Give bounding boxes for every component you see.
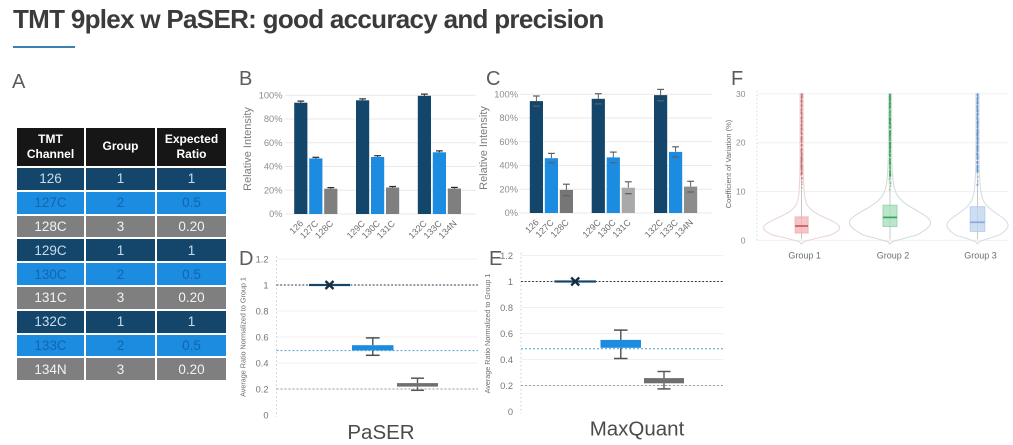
svg-text:0.4: 0.4 [256, 358, 269, 368]
svg-text:0%: 0% [269, 209, 282, 219]
svg-text:0: 0 [263, 410, 268, 420]
svg-text:Group 2: Group 2 [877, 251, 910, 261]
svg-text:Average Ratio Normalized to Gr: Average Ratio Normalized to Group 1 [483, 274, 492, 394]
svg-text:131C: 131C [375, 218, 398, 241]
svg-text:40%: 40% [264, 162, 283, 172]
svg-text:Average Ratio Normalized to Gr: Average Ratio Normalized to Group 1 [239, 277, 248, 397]
svg-text:PaSER: PaSER [347, 421, 414, 444]
svg-text:1: 1 [508, 277, 513, 287]
svg-text:20: 20 [736, 138, 746, 148]
svg-text:0: 0 [741, 235, 746, 245]
svg-text:0.8: 0.8 [256, 306, 269, 316]
svg-text:Coefficient of Variation (%): Coefficient of Variation (%) [724, 119, 733, 208]
svg-text:128C: 128C [549, 217, 572, 240]
svg-text:1.2: 1.2 [256, 254, 269, 264]
svg-text:60%: 60% [499, 137, 518, 147]
svg-text:0.6: 0.6 [500, 329, 513, 339]
svg-text:1: 1 [263, 280, 268, 290]
svg-text:Group 1: Group 1 [788, 251, 821, 261]
svg-text:0%: 0% [505, 208, 518, 218]
svg-text:80%: 80% [499, 113, 518, 123]
svg-text:1.2: 1.2 [500, 251, 513, 261]
svg-text:60%: 60% [264, 138, 283, 148]
svg-text:Group 3: Group 3 [964, 251, 997, 261]
svg-text:131C: 131C [610, 217, 633, 240]
svg-text:0.8: 0.8 [500, 303, 513, 313]
svg-text:20%: 20% [264, 186, 283, 196]
svg-text:Relative Intensity: Relative Intensity [478, 106, 490, 190]
svg-text:0.4: 0.4 [500, 355, 513, 365]
svg-text:0.2: 0.2 [256, 384, 269, 394]
svg-text:0: 0 [508, 407, 513, 417]
svg-text:100%: 100% [259, 91, 283, 101]
svg-text:Relative Intensity: Relative Intensity [242, 107, 254, 191]
svg-text:30: 30 [736, 89, 746, 99]
svg-text:MaxQuant: MaxQuant [590, 418, 685, 441]
svg-text:0.2: 0.2 [500, 381, 513, 391]
svg-text:40%: 40% [499, 161, 518, 171]
svg-text:10: 10 [736, 187, 746, 197]
svg-text:0.6: 0.6 [256, 332, 269, 342]
svg-text:128C: 128C [313, 218, 336, 241]
svg-text:80%: 80% [264, 114, 283, 124]
svg-text:100%: 100% [494, 90, 518, 100]
svg-text:20%: 20% [499, 185, 518, 195]
